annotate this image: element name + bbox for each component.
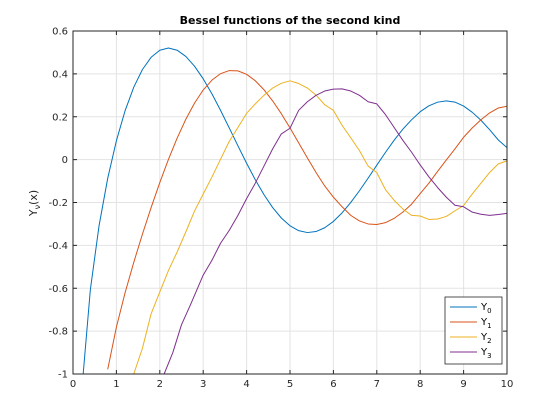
x-tick-label: 5 xyxy=(287,379,293,390)
y-tick-label: 0.6 xyxy=(52,27,68,38)
series-line-y1 xyxy=(107,70,507,370)
x-tick-label: 3 xyxy=(200,379,206,390)
x-tick-label: 2 xyxy=(157,379,163,390)
legend-label-y0: Y0 xyxy=(480,302,492,315)
x-tick-label: 9 xyxy=(460,379,466,390)
x-tick-label: 7 xyxy=(374,379,380,390)
series-line-y3 xyxy=(163,88,507,374)
y-tick-label: 0.4 xyxy=(52,69,68,80)
legend-box xyxy=(444,296,503,365)
y-axis-label-sub: ν xyxy=(33,204,42,209)
x-tick-label: 4 xyxy=(243,379,249,390)
series-layer xyxy=(82,47,507,374)
series-line-y0 xyxy=(82,47,507,374)
x-tick-label: 0 xyxy=(70,379,76,390)
legend-label-y1: Y1 xyxy=(480,317,492,330)
legend: Y0 Y1 Y2 Y3 xyxy=(444,296,503,365)
y-tick-label: -0.8 xyxy=(48,327,68,338)
ticks xyxy=(72,30,508,375)
x-tick-label: 1 xyxy=(113,379,119,390)
legend-label-y3: Y3 xyxy=(480,347,492,360)
grid-lines xyxy=(73,31,507,374)
tick-labels: 0 1 2 3 4 5 6 7 8 9 10 -1 -0.8 -0.6 -0.4 -0.2 0 0.2 0.4 0.6 xyxy=(48,27,513,391)
chart-title: Bessel functions of the second kind xyxy=(180,14,401,27)
y-axis-label: Yν(x) xyxy=(27,190,42,217)
x-tick-label: 10 xyxy=(501,379,514,390)
y-tick-label: -0.4 xyxy=(48,241,68,252)
y-tick-label: -0.6 xyxy=(48,284,68,295)
series-line-y2 xyxy=(133,80,507,374)
y-tick-label: -1 xyxy=(58,370,68,381)
x-tick-label: 6 xyxy=(330,379,336,390)
y-axis-label-main: Y xyxy=(27,209,40,217)
y-axis-label-suffix: (x) xyxy=(27,190,40,205)
x-tick-label: 8 xyxy=(417,379,423,390)
legend-label-y2: Y2 xyxy=(480,332,492,345)
y-tick-label: 0 xyxy=(62,155,68,166)
y-tick-label: -0.2 xyxy=(48,198,68,209)
y-tick-label: 0.2 xyxy=(52,112,68,123)
